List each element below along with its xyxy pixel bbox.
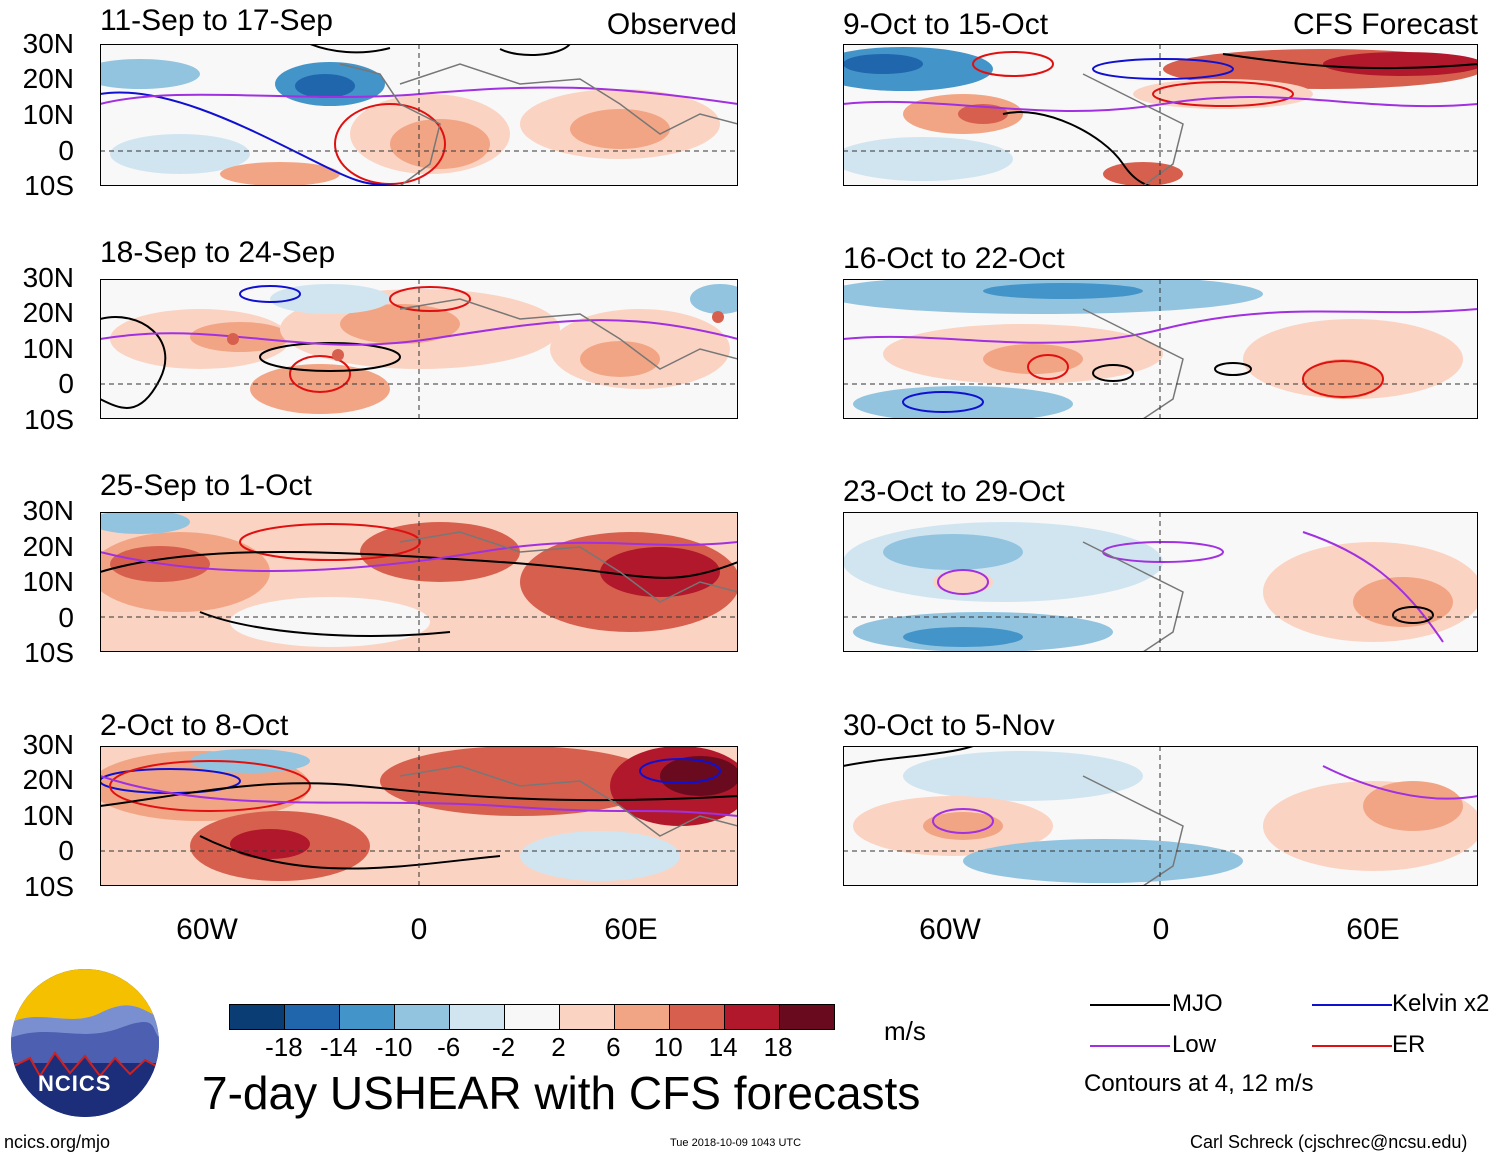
- colorbar-tick-label: 10: [653, 1032, 683, 1062]
- colorbar-tick-label: 6: [606, 1032, 621, 1062]
- lon-label: 60W: [176, 913, 238, 946]
- colorbar: [229, 1004, 835, 1030]
- colorbar-swatch: [450, 1005, 505, 1029]
- lat-label: 0: [58, 135, 74, 166]
- lat-label: 30N: [22, 495, 74, 526]
- colorbar-swatch: [670, 1005, 725, 1029]
- lat-label: 30N: [22, 729, 74, 760]
- map-panel-forecast-3: [843, 512, 1478, 652]
- panel-title: 9-Oct to 15-Oct: [843, 8, 1049, 41]
- panel-title: 18-Sep to 24-Sep: [100, 236, 336, 269]
- lat-label: 0: [58, 602, 74, 633]
- lat-label: 20N: [22, 63, 74, 94]
- colorbar-tick-label: -6: [437, 1032, 461, 1062]
- lat-label: 10N: [22, 333, 74, 364]
- lon-label: 0: [410, 913, 428, 946]
- panel-title: 16-Oct to 22-Oct: [843, 242, 1065, 275]
- lat-label: 20N: [22, 297, 74, 328]
- lat-label: 10N: [22, 99, 74, 130]
- map-panel-observed-3: [100, 512, 738, 652]
- lat-label: 10S: [24, 170, 74, 201]
- legend-line-mjo: [1090, 1004, 1170, 1006]
- contour-note: Contours at 4, 12 m/s: [1084, 1070, 1314, 1097]
- lat-label: 10S: [24, 404, 74, 435]
- lat-label: 30N: [22, 262, 74, 293]
- legend-label: Low: [1172, 1031, 1217, 1058]
- lat-label: 10S: [24, 637, 74, 668]
- legend-label: ER: [1392, 1031, 1426, 1058]
- colorbar-swatch: [560, 1005, 615, 1029]
- colorbar-swatch: [725, 1005, 780, 1029]
- main-title: 7-day USHEAR with CFS forecasts: [202, 1067, 921, 1119]
- colorbar-swatch: [340, 1005, 395, 1029]
- legend-label: Kelvin x2: [1392, 990, 1490, 1017]
- map-panel-observed-1: [100, 44, 738, 186]
- map-panel-forecast-2: [843, 279, 1478, 419]
- lat-label: 0: [58, 835, 74, 866]
- observed-label: Observed: [606, 8, 737, 41]
- timestamp: Tue 2018-10-09 1043 UTC: [670, 1137, 802, 1149]
- panel-title: 11-Sep to 17-Sep: [100, 4, 333, 37]
- legend-label: MJO: [1172, 990, 1223, 1017]
- colorbar-tick-label: -18: [265, 1032, 303, 1062]
- lon-label: 0: [1152, 913, 1170, 946]
- panel-title: 2-Oct to 8-Oct: [100, 709, 289, 742]
- units-label: m/s: [884, 1016, 926, 1046]
- colorbar-swatch: [230, 1005, 285, 1029]
- colorbar-tick-label: 18: [763, 1032, 793, 1062]
- lat-label: 10N: [22, 800, 74, 831]
- map-panel-forecast-1: [843, 44, 1478, 186]
- panel-title: 25-Sep to 1-Oct: [100, 469, 312, 502]
- colorbar-tick-label: -10: [374, 1032, 413, 1062]
- lon-label: 60W: [919, 913, 981, 946]
- colorbar-swatch: [285, 1005, 340, 1029]
- forecast-label: CFS Forecast: [1292, 8, 1478, 41]
- legend-line-er: [1312, 1045, 1392, 1047]
- map-panel-forecast-4: [843, 746, 1478, 886]
- author-credit: Carl Schreck (cjschrec@ncsu.edu): [1190, 1132, 1468, 1152]
- colorbar-tick-label: 14: [708, 1032, 738, 1062]
- lat-label: 0: [58, 368, 74, 399]
- map-panel-observed-4: [100, 746, 738, 886]
- legend-line-kelvin: [1312, 1004, 1392, 1006]
- lat-label: 10S: [24, 871, 74, 902]
- site-link[interactable]: ncics.org/mjo: [4, 1132, 111, 1152]
- lat-label: 30N: [22, 28, 74, 59]
- colorbar-tick-label: -2: [491, 1032, 516, 1062]
- colorbar-swatch: [395, 1005, 450, 1029]
- lon-label: 60E: [604, 913, 658, 946]
- panel-title: 30-Oct to 5-Nov: [843, 709, 1055, 742]
- colorbar-swatch: [615, 1005, 670, 1029]
- lat-label: 20N: [22, 531, 74, 562]
- map-panel-observed-2: [100, 279, 738, 419]
- colorbar-swatch: [505, 1005, 560, 1029]
- colorbar-tick-label: 2: [551, 1032, 566, 1062]
- legend-line-low: [1090, 1045, 1170, 1047]
- lat-label: 20N: [22, 764, 74, 795]
- colorbar-swatch: [780, 1005, 834, 1029]
- lon-label: 60E: [1346, 913, 1400, 946]
- panel-title: 23-Oct to 29-Oct: [843, 475, 1065, 508]
- colorbar-tick-label: -14: [320, 1032, 358, 1062]
- ncics-logo: [11, 969, 159, 1117]
- lat-label: 10N: [22, 566, 74, 597]
- logo-text: NCICS: [38, 1071, 112, 1096]
